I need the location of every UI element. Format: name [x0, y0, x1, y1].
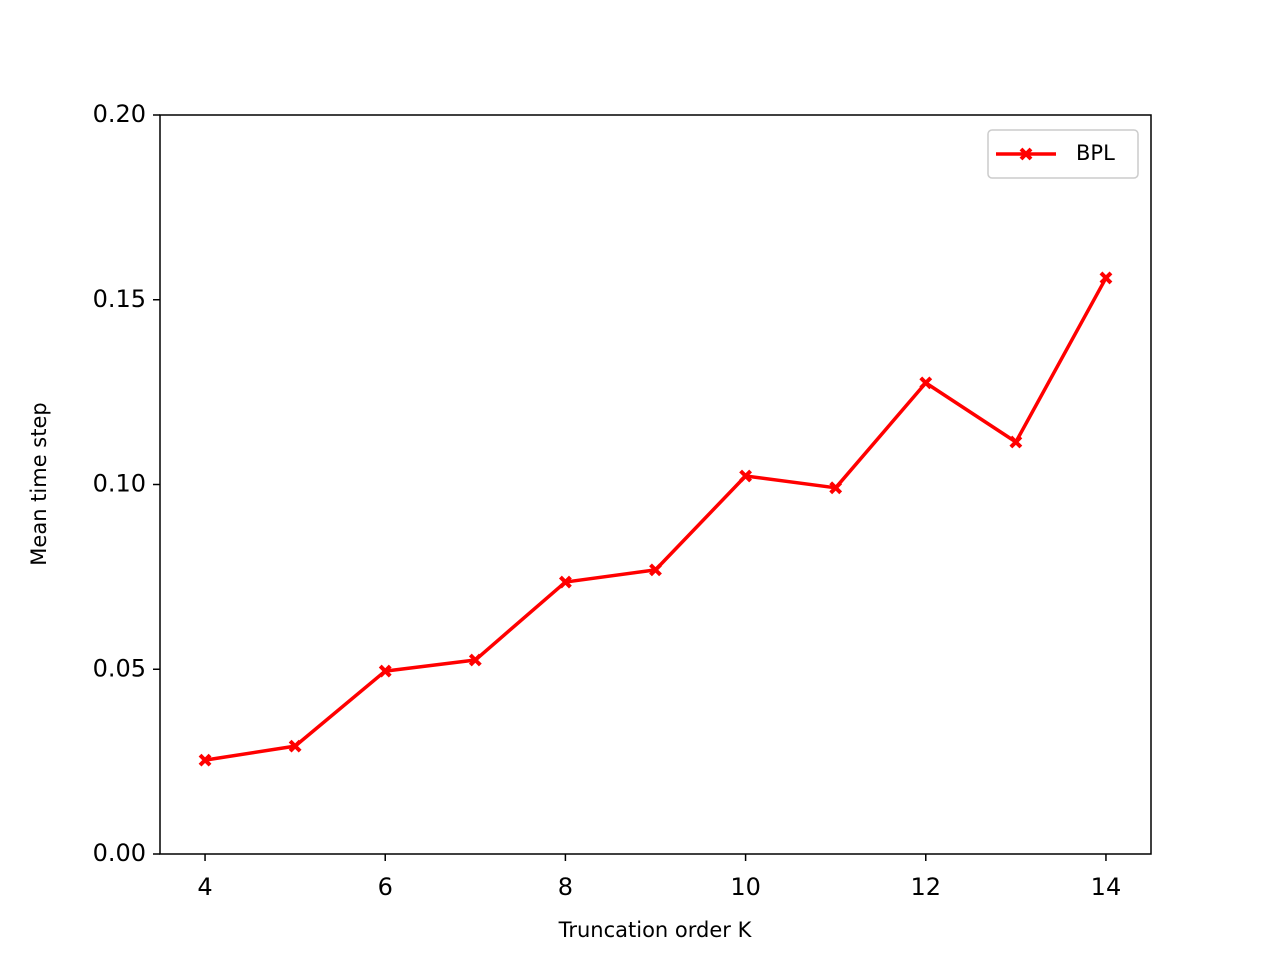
- point-marker: [1009, 435, 1023, 449]
- point-marker: [739, 469, 753, 483]
- point-marker: [378, 664, 392, 678]
- point-marker: [468, 653, 482, 667]
- y-tick-label: 0.00: [93, 839, 146, 867]
- x-tick-label: 8: [558, 873, 573, 901]
- y-tick-label: 0.10: [93, 470, 146, 498]
- x-tick-label: 14: [1091, 873, 1122, 901]
- x-tick-label: 6: [378, 873, 393, 901]
- x-tick-label: 10: [730, 873, 761, 901]
- point-marker: [1099, 271, 1113, 285]
- y-tick-label: 0.20: [93, 100, 146, 128]
- point-marker: [649, 563, 662, 577]
- point-marker: [288, 739, 302, 753]
- y-tick-label: 0.05: [93, 654, 146, 682]
- point-marker: [198, 753, 212, 767]
- point-marker: [829, 481, 843, 495]
- legend-box: [987, 129, 1139, 179]
- y-tick-label: 0.15: [93, 285, 146, 313]
- x-tick-label: 12: [910, 873, 941, 901]
- legend-marker: [1019, 147, 1033, 161]
- x-tick-label: 4: [197, 873, 212, 901]
- plot-frame: [159, 114, 1152, 855]
- y-axis-label: Mean time step: [27, 402, 51, 565]
- point-marker: [919, 376, 933, 390]
- legend-label: BPL: [1076, 141, 1115, 165]
- point-marker: [558, 575, 572, 589]
- x-axis-label: Truncation order K: [558, 918, 753, 942]
